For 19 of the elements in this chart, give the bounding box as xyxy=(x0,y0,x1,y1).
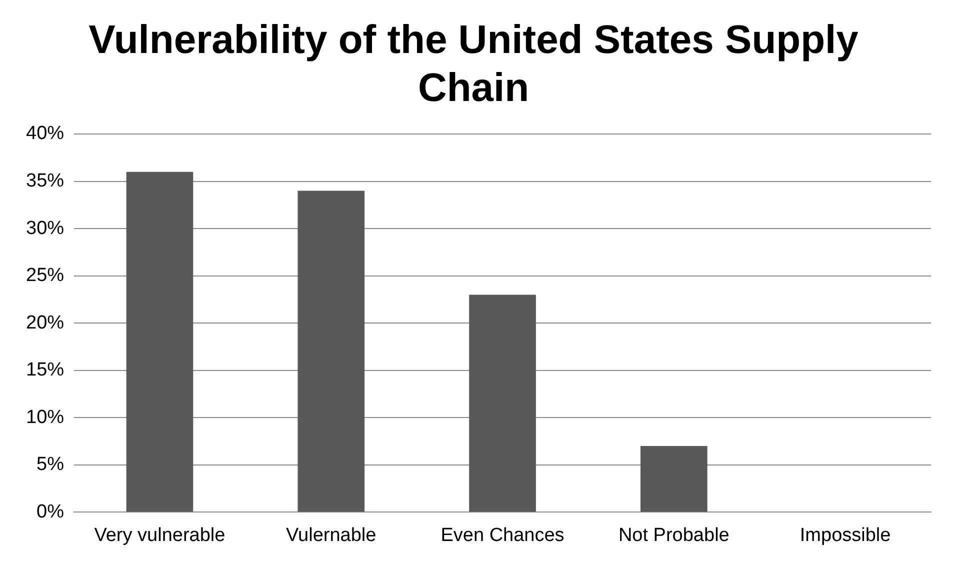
y-tick-label: 10% xyxy=(26,406,64,428)
y-tick-label: 30% xyxy=(26,218,64,239)
x-tick-label: Vulernable xyxy=(286,524,376,546)
bar xyxy=(298,190,365,512)
y-tick-label: 35% xyxy=(26,170,64,192)
bar xyxy=(126,172,194,512)
chart-title: Vulnerability of the United States Supply Chain xyxy=(88,18,860,110)
bar xyxy=(640,446,708,512)
y-tick-label: 0% xyxy=(36,501,64,522)
y-tick-label: 15% xyxy=(26,360,64,381)
x-tick-label: Impossible xyxy=(800,524,891,546)
x-tick-label: Very vulnerable xyxy=(94,524,226,546)
x-tick-label: Even Chances xyxy=(440,524,564,546)
y-tick-label: 25% xyxy=(26,265,64,286)
bar xyxy=(469,294,536,512)
x-tick-label: Not Probable xyxy=(618,524,730,546)
y-tick-label: 5% xyxy=(36,454,64,476)
y-tick-label: 40% xyxy=(26,123,64,144)
y-tick-label: 20% xyxy=(26,312,64,334)
